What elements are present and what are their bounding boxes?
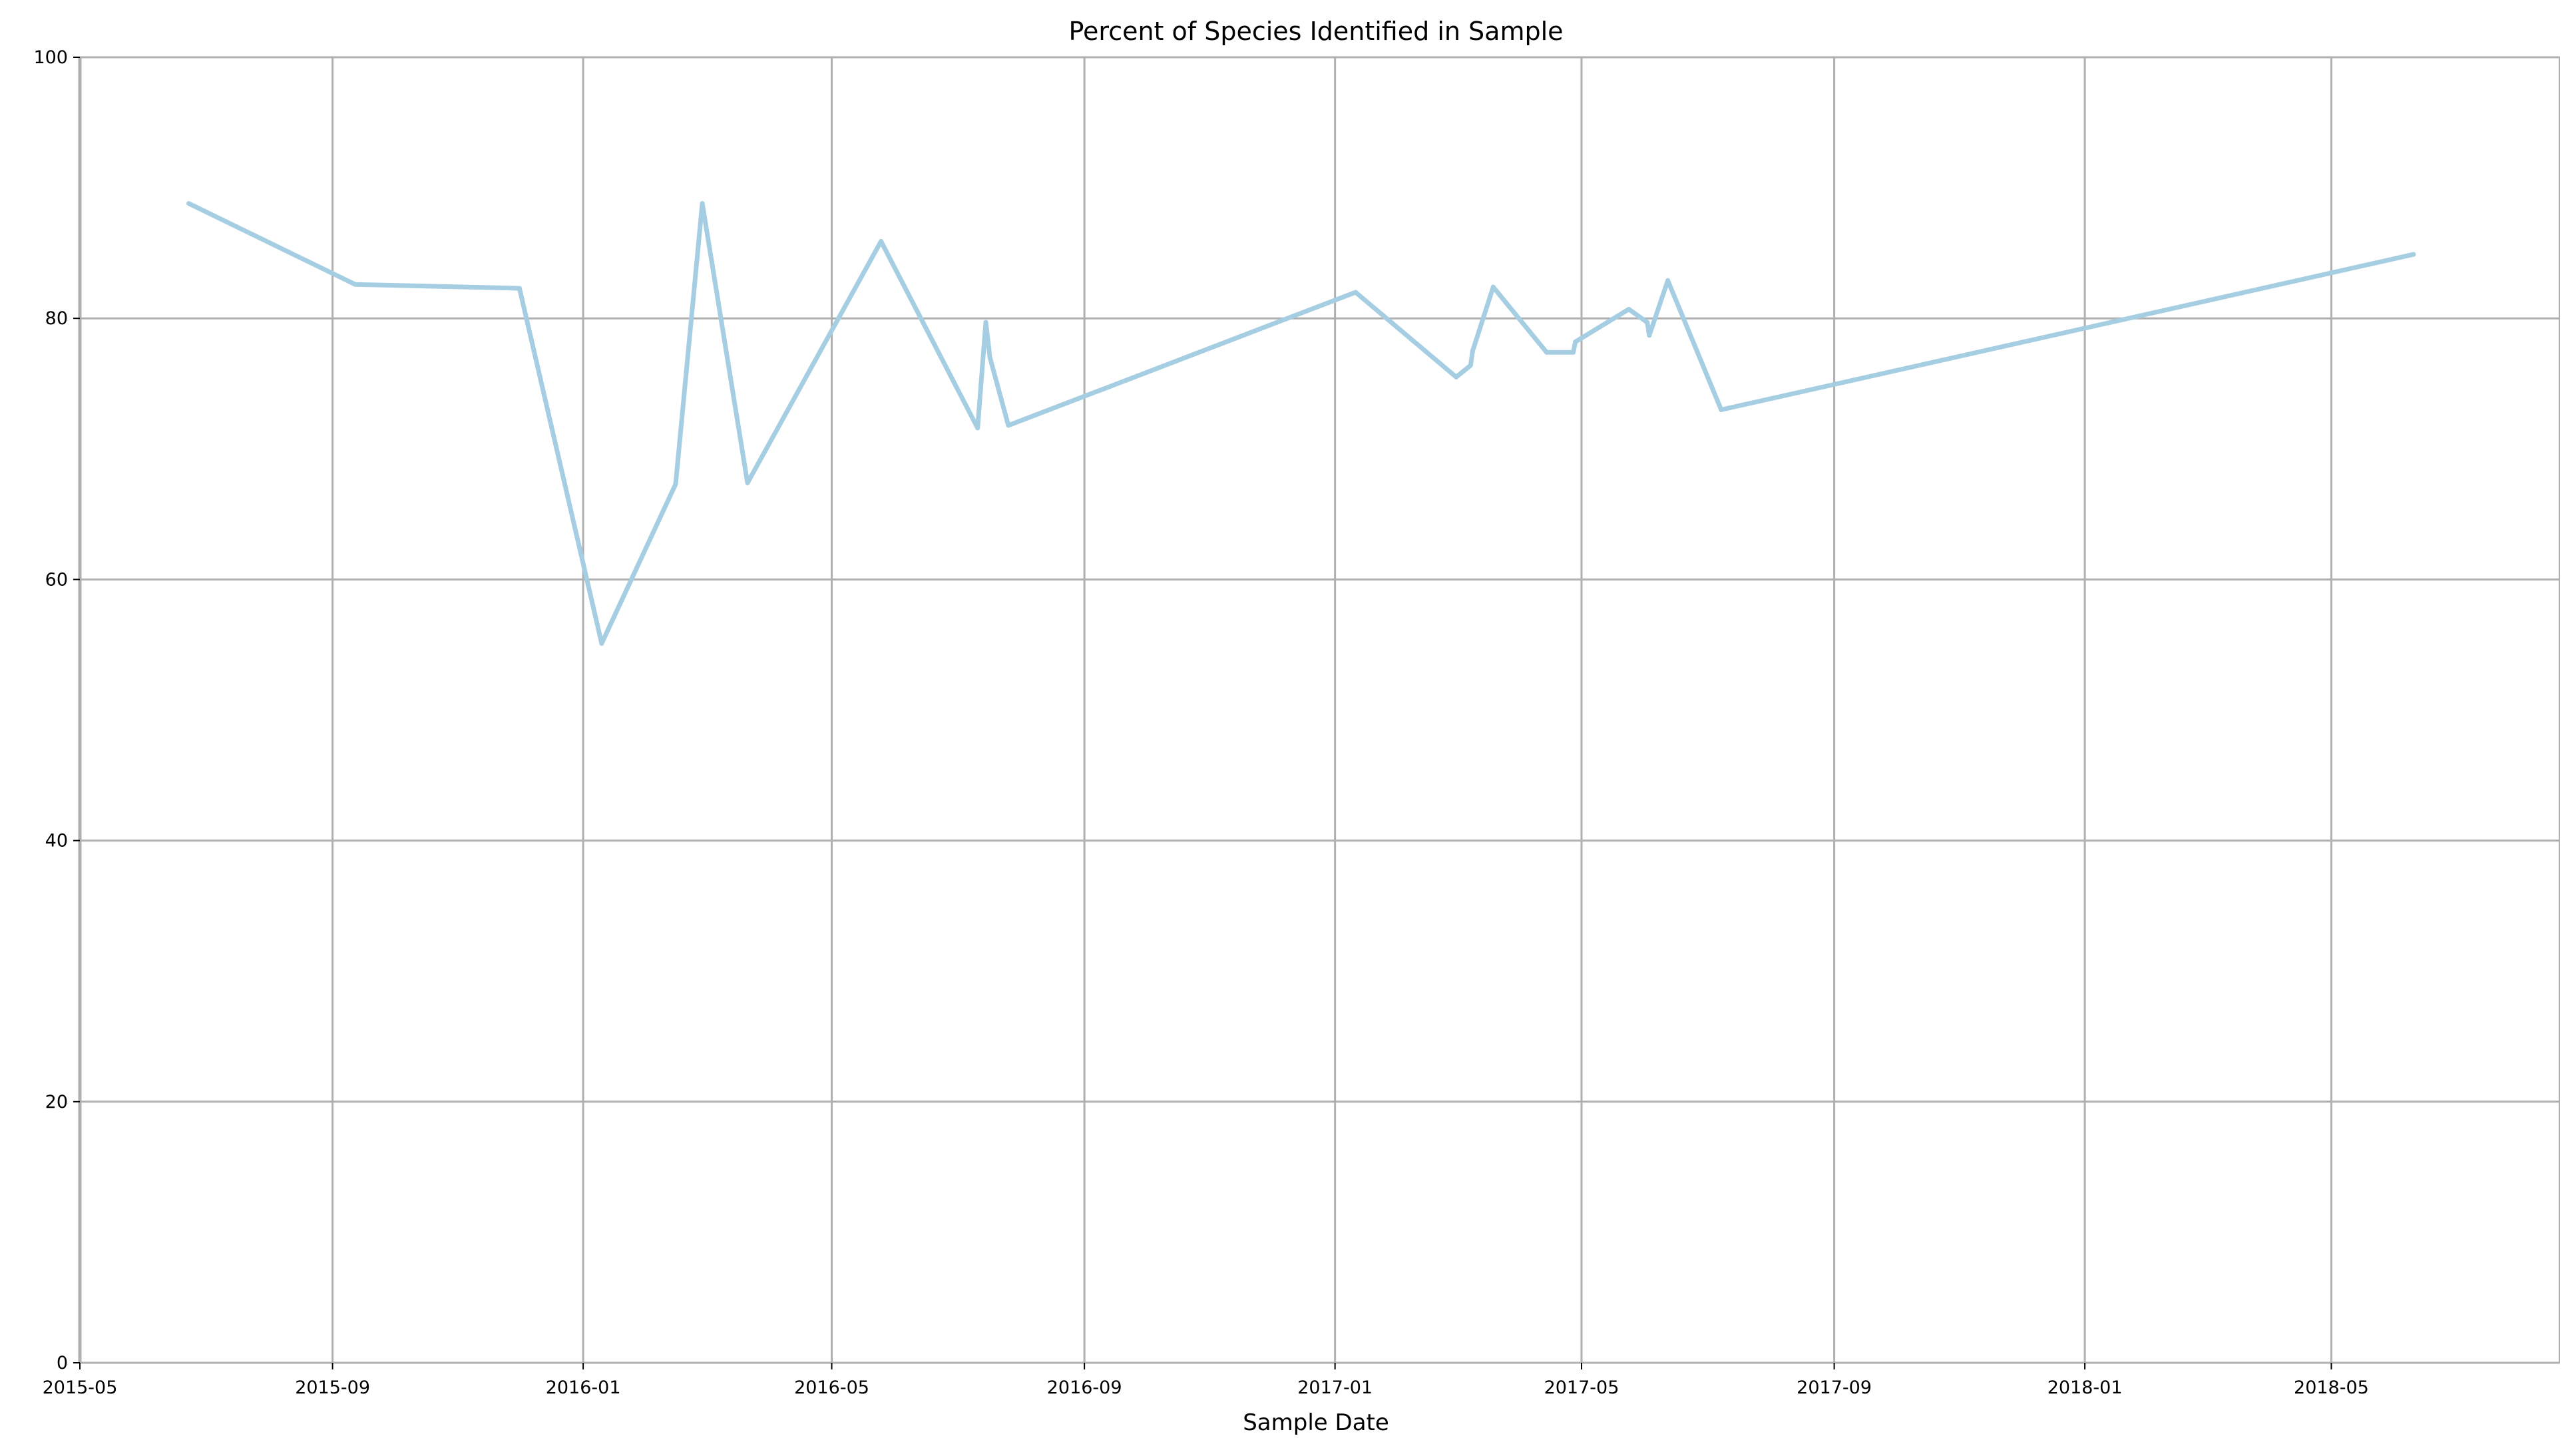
x-axis-ticks: 2015-05 2015-09 2016-01 2016-05 2016-09 2017-… [43, 1363, 2369, 1398]
data-point [673, 481, 678, 487]
x-tick-label: 2018-01 [2047, 1377, 2123, 1398]
x-tick-label: 2017-01 [1297, 1377, 1373, 1398]
data-point [186, 201, 192, 206]
data-point [1006, 423, 1011, 428]
data-point [599, 641, 604, 646]
chart-title: Percent of Species Identified in Sample [1068, 17, 1563, 46]
x-tick-label: 2018-05 [2294, 1377, 2369, 1398]
x-tick-label: 2016-05 [794, 1377, 869, 1398]
y-tick-label: 0 [57, 1353, 68, 1373]
data-point [1454, 374, 1459, 379]
y-tick-label: 40 [45, 831, 68, 851]
y-tick-label: 80 [45, 308, 68, 329]
x-tick-label: 2017-09 [1797, 1377, 1872, 1398]
data-point [353, 282, 357, 287]
y-gridlines [80, 56, 2559, 1364]
data-point [1665, 278, 1671, 283]
data-point [975, 425, 980, 431]
data-point [1470, 348, 1475, 354]
data-point [1490, 284, 1496, 290]
y-axis-ticks: 0 20 40 60 80 100 [33, 47, 80, 1373]
y-tick-label: 100 [33, 47, 68, 68]
plot-area-frame [79, 57, 2560, 1363]
x-tick-label: 2015-05 [43, 1377, 118, 1398]
data-point [879, 239, 884, 244]
series-line-0 [186, 201, 2416, 646]
series-layer [186, 201, 2416, 646]
x-axis-label: Sample Date [1243, 1409, 1389, 1436]
data-point [1573, 340, 1578, 344]
x-tick-label: 2015-09 [295, 1377, 370, 1398]
data-point [2411, 252, 2416, 257]
data-point [1647, 333, 1652, 338]
data-point [1645, 320, 1650, 325]
x-gridlines [79, 57, 2332, 1363]
x-tick-label: 2016-09 [1047, 1377, 1122, 1398]
data-point [1571, 350, 1576, 355]
x-tick-label: 2016-01 [546, 1377, 621, 1398]
data-point [1719, 407, 1724, 412]
data-point [745, 480, 750, 485]
data-point [517, 286, 522, 291]
y-tick-label: 20 [45, 1092, 68, 1112]
axes-frame [78, 57, 2560, 1363]
data-point [1544, 350, 1549, 355]
data-point [700, 201, 705, 206]
data-point [1626, 307, 1631, 312]
y-tick-label: 60 [45, 569, 68, 590]
data-point [987, 355, 992, 360]
data-point [1468, 363, 1473, 368]
data-point [983, 320, 988, 325]
x-tick-label: 2017-05 [1544, 1377, 1619, 1398]
data-point [1353, 290, 1358, 295]
